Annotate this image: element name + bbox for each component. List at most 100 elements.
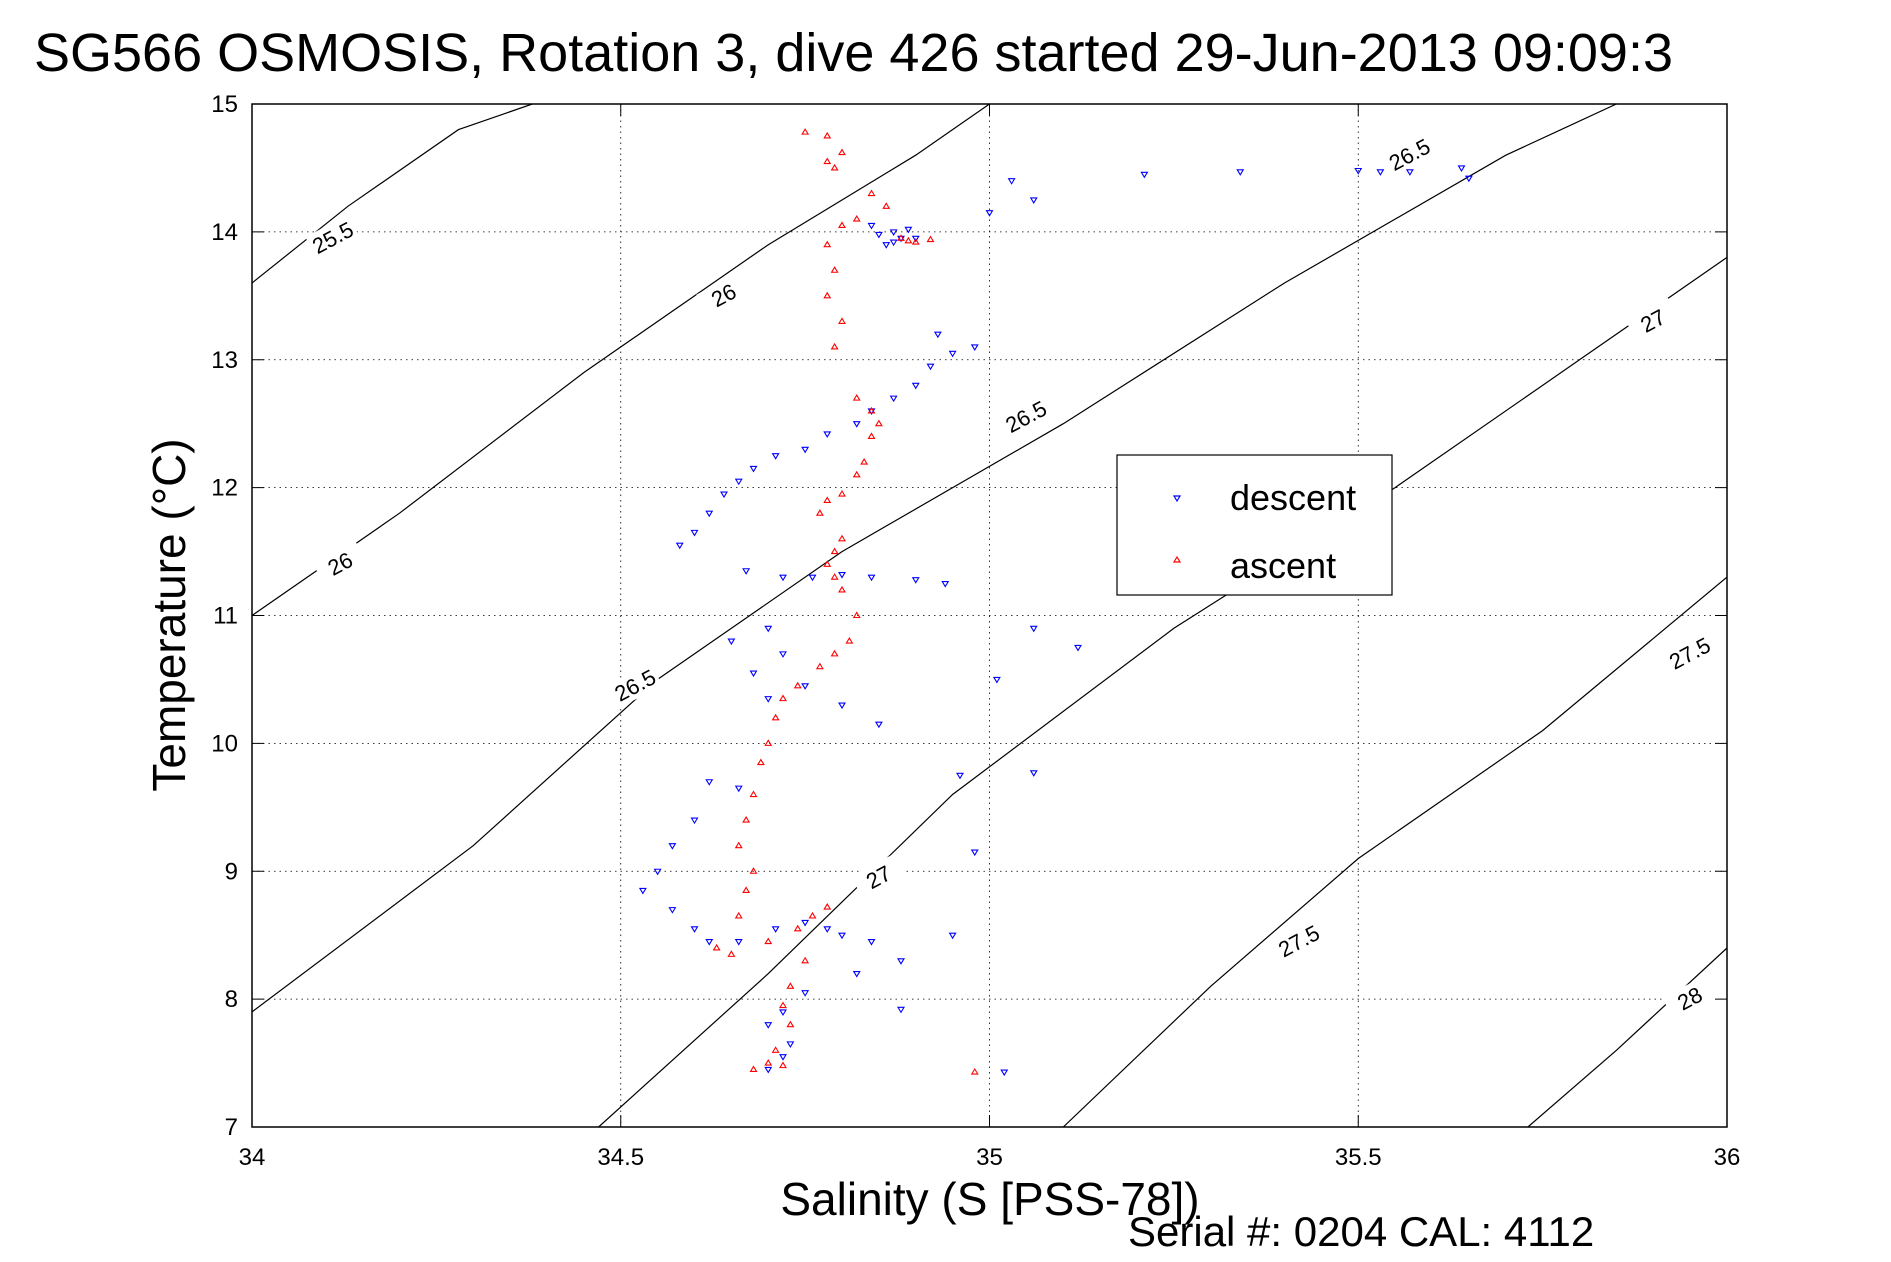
descent-point: [867, 222, 876, 230]
descent-point: [808, 574, 817, 582]
ascent-point: [830, 573, 839, 580]
ascent-point: [749, 790, 758, 798]
ascent-point: [830, 266, 839, 273]
descent-point: [1464, 175, 1473, 183]
ascent-point: [867, 406, 876, 414]
ascent-point: [779, 1061, 787, 1069]
descent-point: [970, 344, 979, 352]
descent-point: [779, 574, 787, 582]
ascent-point: [838, 221, 846, 229]
descent-point: [734, 478, 743, 486]
x-tick-label: 36: [1714, 1144, 1741, 1171]
descent-point: [786, 1041, 795, 1048]
ascent-point: [926, 235, 935, 243]
y-tick-label: 15: [211, 91, 238, 118]
y-tick-label: 7: [225, 1114, 238, 1141]
descent-point: [742, 568, 751, 575]
descent-point: [823, 431, 832, 438]
contour-label-bg: [998, 393, 1054, 440]
ascent-point: [786, 982, 795, 989]
ascent-point: [838, 317, 846, 324]
descent-point: [779, 1009, 787, 1016]
ascent-point: [852, 470, 861, 478]
descent-point: [749, 465, 758, 473]
descent-point: [1405, 169, 1414, 176]
descent-point: [801, 683, 810, 690]
descent-point: [897, 958, 905, 965]
ascent-point: [771, 1046, 780, 1053]
ascent-point: [793, 924, 802, 932]
descent-point: [764, 1066, 773, 1074]
descent-point: [668, 843, 677, 850]
descent-point: [838, 572, 846, 579]
ascent-point: [823, 902, 832, 910]
ascent-point: [823, 240, 832, 248]
descent-point: [838, 702, 846, 710]
y-axis-label: Temperature (°C): [143, 438, 195, 791]
x-axis-label: Salinity (S [PSS-78]): [780, 1173, 1199, 1225]
ascent-point: [830, 649, 839, 657]
ascent-point: [823, 496, 832, 503]
contour-label-bg: [1662, 630, 1717, 676]
descent-point: [668, 907, 677, 914]
descent-point: [926, 363, 935, 371]
descent-point: [889, 239, 898, 247]
descent-point: [852, 970, 861, 978]
ascent-point: [779, 1001, 787, 1009]
descent-point: [690, 926, 699, 933]
ascent-point: [815, 662, 824, 670]
descent-point: [1029, 197, 1038, 204]
ascent-point: [764, 937, 773, 945]
density-contour-25-5: [252, 104, 533, 284]
descent-point: [801, 990, 810, 997]
ascent-point: [897, 234, 905, 241]
density-contour-26: [252, 104, 990, 616]
descent-point: [867, 939, 876, 946]
ascent-point: [823, 560, 832, 567]
contour-label-bg: [696, 272, 751, 318]
descent-point: [705, 779, 714, 786]
contour-label-bg: [607, 662, 663, 708]
ascent-point: [742, 886, 751, 893]
ascent-point: [749, 1065, 758, 1073]
descent-point: [734, 785, 743, 793]
descent-point: [852, 421, 861, 428]
descent-point: [956, 772, 964, 780]
y-tick-label: 14: [211, 219, 238, 246]
legend: descent ascent: [1116, 454, 1393, 596]
descent-point: [1007, 178, 1016, 185]
descent-point: [1029, 625, 1038, 633]
ascent-point: [852, 611, 861, 619]
descent-point: [992, 676, 1001, 684]
x-tick-label: 34: [239, 1144, 266, 1171]
descent-point: [970, 849, 979, 857]
ascent-point: [823, 131, 832, 139]
ascent-point: [734, 911, 743, 919]
ascent-point: [771, 713, 780, 721]
descent-point: [690, 817, 699, 825]
descent-point: [889, 395, 898, 403]
legend-box: [1116, 454, 1393, 596]
descent-point: [941, 580, 950, 588]
descent-point: [889, 229, 898, 236]
descent-point: [801, 919, 810, 927]
descent-point: [1029, 770, 1038, 777]
ascent-point: [712, 943, 721, 951]
ascent-point: [727, 950, 736, 957]
ascent-point: [838, 534, 846, 542]
descent-point: [705, 510, 714, 518]
descent-point: [882, 242, 891, 249]
legend-descent-label: descent: [1230, 477, 1356, 518]
ascent-point: [970, 1067, 979, 1075]
ascent-point: [756, 758, 765, 766]
density-contours: [252, 104, 1727, 1127]
ascent-point: [734, 841, 743, 849]
descent-point: [690, 529, 699, 537]
ascent-point: [823, 291, 832, 299]
descent-point: [838, 932, 846, 940]
descent-point: [911, 577, 920, 584]
ascent-point: [838, 148, 846, 156]
descent-point: [771, 453, 780, 460]
y-tick-label: 10: [211, 730, 238, 757]
ascent-point: [801, 128, 810, 135]
